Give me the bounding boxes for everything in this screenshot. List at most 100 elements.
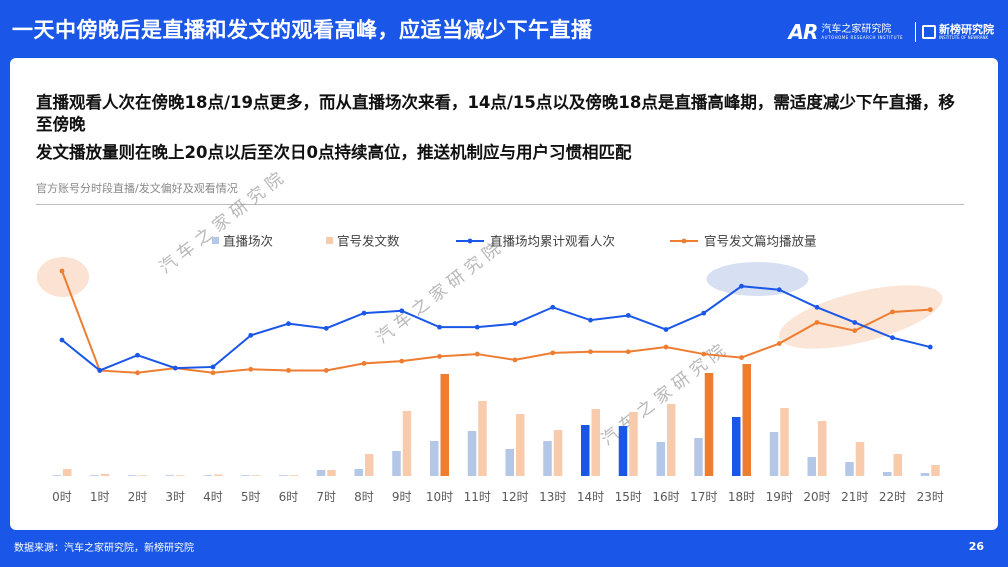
line-series-post-views-point-13 bbox=[550, 350, 556, 356]
bar-series-live bbox=[52, 417, 930, 476]
bar-live-11 bbox=[467, 431, 477, 476]
headline-1: 直播观看人次在傍晚18点/19点更多，而从直播场次来看，14点/15点以及傍晚1… bbox=[36, 93, 955, 134]
bar-posts-8 bbox=[365, 454, 374, 476]
autohome-logo-name: 汽车之家研究院 AUTOHOME RESEARCH INSTITUTE bbox=[821, 23, 903, 40]
autohome-logo-cn: 汽车之家研究院 bbox=[821, 23, 892, 35]
bar-live-19 bbox=[769, 432, 779, 476]
bar-live-16 bbox=[656, 442, 665, 476]
line-series-post-views-point-9 bbox=[399, 358, 405, 364]
bar-posts-14 bbox=[591, 409, 600, 476]
line-series-live-views-point-5 bbox=[248, 332, 254, 338]
line-series-post-views-point-14 bbox=[588, 349, 593, 355]
bar-live-10 bbox=[430, 441, 439, 476]
bar-posts-2 bbox=[138, 475, 147, 476]
line-series-live-views-point-17 bbox=[701, 310, 707, 316]
line-series-post-views-point-20 bbox=[814, 320, 820, 325]
bar-live-14 bbox=[581, 425, 590, 476]
bar-live-3 bbox=[165, 475, 175, 476]
xinbang-logo-icon bbox=[922, 25, 936, 39]
line-series-live-views-point-16 bbox=[663, 327, 669, 332]
line-series-post-views-point-15 bbox=[625, 349, 631, 355]
line-series-live-views-point-9 bbox=[399, 308, 405, 314]
line-series-post-views-point-23 bbox=[927, 307, 933, 313]
bar-posts-12 bbox=[516, 414, 525, 476]
line-series-post-views-point-21 bbox=[852, 328, 858, 334]
line-series-post-views-point-17 bbox=[701, 351, 707, 357]
bar-posts-0 bbox=[63, 469, 72, 476]
line-series-live-views-point-15 bbox=[625, 313, 631, 318]
x-tick-label-17: 17时 bbox=[690, 490, 717, 504]
bar-live-12 bbox=[505, 449, 514, 476]
bar-live-23 bbox=[920, 473, 930, 476]
bar-posts-18 bbox=[742, 364, 751, 476]
line-series-live-views-point-0 bbox=[59, 337, 65, 343]
x-tick-label-7: 7时 bbox=[316, 490, 336, 504]
x-tick-label-18: 18时 bbox=[728, 490, 755, 504]
watermark-text-1: 汽 车 之 家 研 究 院 bbox=[373, 239, 505, 348]
x-tick-label-13: 13时 bbox=[539, 490, 566, 504]
line-series-post-views-point-8 bbox=[361, 361, 367, 366]
autohome-logo-en: AUTOHOME RESEARCH INSTITUTE bbox=[821, 34, 903, 40]
line-series-live-views-point-21 bbox=[852, 320, 858, 325]
line-series-post-views bbox=[59, 268, 933, 376]
x-tick-label-15: 15时 bbox=[615, 490, 642, 504]
line-series-post-views-point-22 bbox=[890, 309, 895, 315]
x-tick-label-14: 14时 bbox=[577, 490, 604, 504]
bar-live-13 bbox=[543, 441, 552, 476]
bar-live-20 bbox=[807, 457, 816, 476]
line-series-live-views-point-10 bbox=[437, 324, 442, 330]
xinbang-logo-cn: 新榜研究院 bbox=[939, 23, 994, 36]
x-tick-label-23: 23时 bbox=[917, 490, 944, 504]
xinbang-logo-name: 新榜研究院 INSTITUTE OF NEWRANK bbox=[939, 24, 994, 40]
line-series-live-views-point-22 bbox=[890, 335, 895, 341]
bar-posts-3 bbox=[176, 475, 185, 476]
line-series-post-views-point-11 bbox=[474, 351, 480, 357]
logo-divider bbox=[915, 22, 916, 42]
line-series-live-views-path bbox=[61, 285, 931, 372]
bar-posts-5 bbox=[251, 475, 261, 476]
x-tick-label-20: 20时 bbox=[803, 490, 830, 504]
bar-live-6 bbox=[279, 475, 288, 476]
x-tick-label-22: 22时 bbox=[879, 490, 906, 504]
bar-posts-23 bbox=[931, 465, 940, 476]
line-series-live-views-point-13 bbox=[550, 304, 556, 310]
bar-posts-22 bbox=[893, 454, 902, 476]
x-tick-label-9: 9时 bbox=[392, 490, 412, 504]
line-series-live-views-point-20 bbox=[814, 304, 820, 310]
line-series-post-views-point-10 bbox=[437, 354, 442, 359]
line-series-live-views-point-2 bbox=[135, 352, 140, 358]
line-series-live-views-point-11 bbox=[474, 324, 480, 330]
legend-swatch-live-count bbox=[212, 237, 219, 244]
x-tick-label-1: 1时 bbox=[90, 490, 110, 504]
line-series-live-views-point-12 bbox=[512, 321, 518, 327]
bar-posts-21 bbox=[855, 442, 865, 476]
line-series-post-views-point-12 bbox=[512, 357, 518, 363]
line-series-post-views-point-0 bbox=[59, 268, 65, 274]
line-series-post-views-path bbox=[61, 270, 931, 374]
legend-swatch-post-count bbox=[326, 237, 333, 244]
bar-live-8 bbox=[354, 469, 363, 476]
x-tick-label-4: 4时 bbox=[203, 490, 223, 504]
bar-live-17 bbox=[694, 438, 703, 476]
bar-posts-7 bbox=[327, 470, 336, 476]
line-series-live-views-point-19 bbox=[776, 287, 782, 293]
bar-posts-16 bbox=[667, 404, 676, 476]
bar-posts-19 bbox=[780, 408, 789, 476]
legend-label-post-views: 官号发文篇均播放量 bbox=[704, 234, 817, 249]
line-series-post-views-point-18 bbox=[739, 355, 744, 360]
legend-marker-post-views bbox=[681, 238, 687, 244]
legend: 直播场次 官号发文数 直播场均累计观看人次 官号发文篇均播放量 bbox=[212, 234, 817, 249]
bar-live-15 bbox=[618, 426, 628, 476]
bar-live-21 bbox=[845, 462, 854, 476]
line-series-live-views-point-4 bbox=[210, 364, 216, 370]
line-series-live-views-point-6 bbox=[286, 321, 291, 327]
x-tick-label-12: 12时 bbox=[501, 490, 528, 504]
line-series-post-views-point-6 bbox=[286, 368, 291, 373]
chart-subtitle: 官方账号分时段直播/发文偏好及观看情况 bbox=[36, 182, 238, 195]
x-tick-label-11: 11时 bbox=[464, 490, 491, 504]
bar-posts-15 bbox=[629, 412, 638, 476]
logo-group: AR 汽车之家研究院 AUTOHOME RESEARCH INSTITUTE 新… bbox=[789, 20, 995, 44]
bar-posts-6 bbox=[289, 475, 298, 476]
legend-marker-live-views bbox=[467, 238, 473, 244]
line-series-live-views-point-23 bbox=[927, 344, 933, 350]
